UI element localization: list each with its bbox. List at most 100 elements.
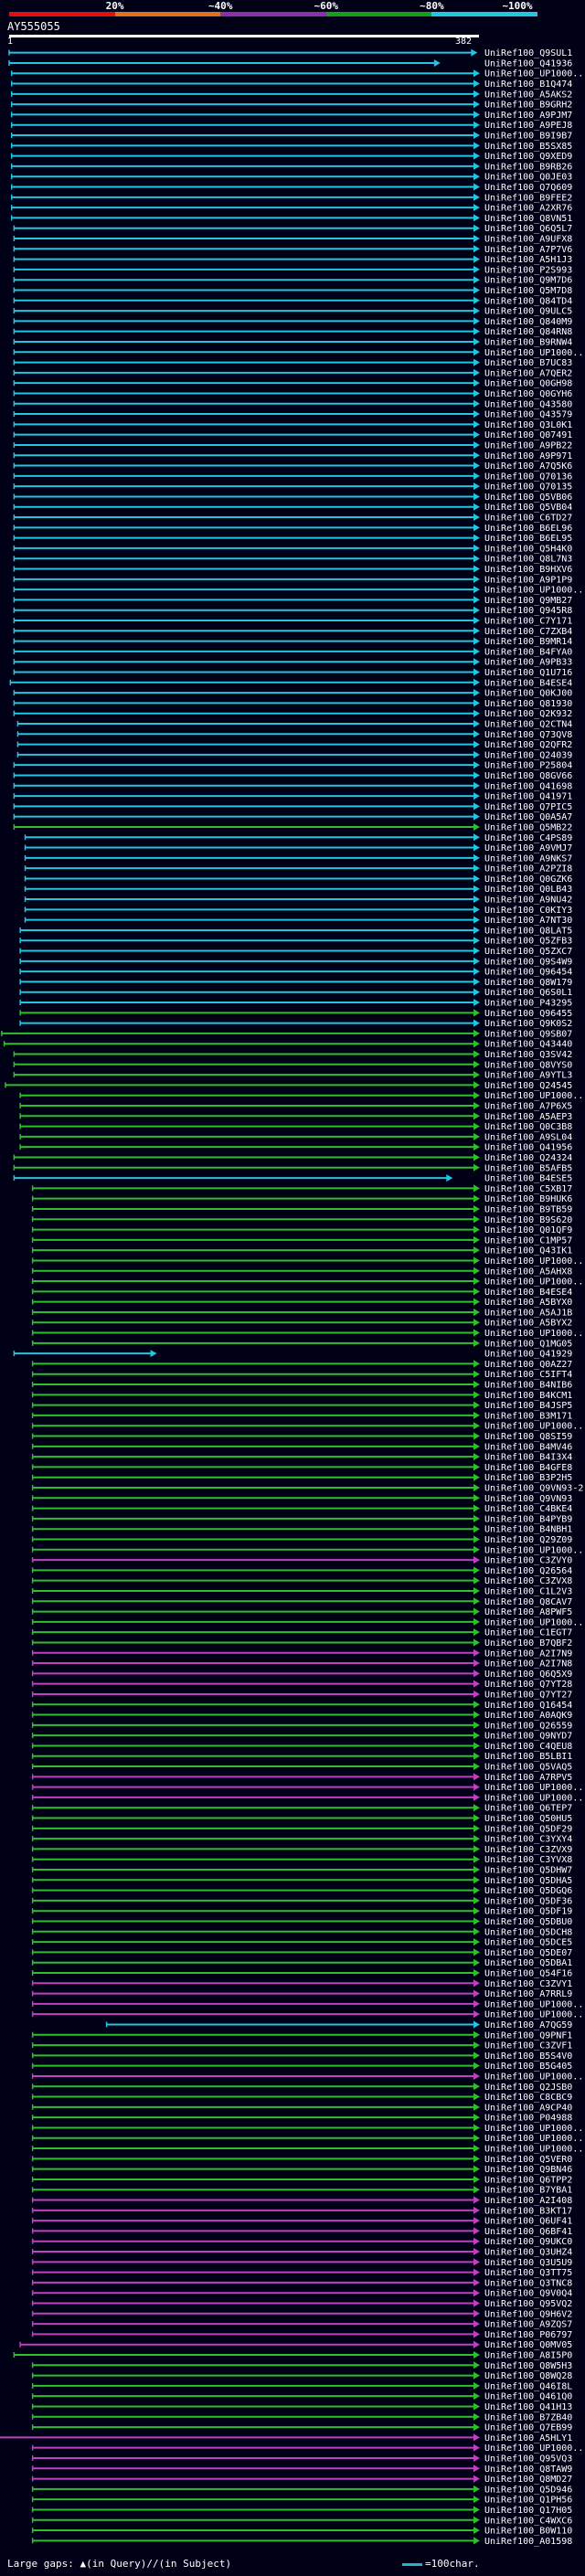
hit-label[interactable]: UniRef100_B1Q474 <box>484 80 572 90</box>
hit-label[interactable]: UniRef100_A7P7V6 <box>484 245 572 255</box>
hit-label[interactable]: UniRef100_A9SL04 <box>484 1132 572 1142</box>
hit-label[interactable]: UniRef100_Q2QFR2 <box>484 740 572 750</box>
hit-label[interactable]: UniRef100_B4GFE8 <box>484 1463 572 1473</box>
hit-label[interactable]: UniRef100_Q41956 <box>484 1143 572 1153</box>
hit-label[interactable]: UniRef100_Q0GZK6 <box>484 875 572 885</box>
hit-label[interactable]: UniRef100_C1L2V3 <box>484 1586 572 1596</box>
hit-label[interactable]: UniRef100_Q26559 <box>484 1721 572 1731</box>
hit-label[interactable]: UniRef100_A9NKS7 <box>484 853 572 864</box>
hit-label[interactable]: UniRef100_A7QER2 <box>484 368 572 378</box>
hit-label[interactable]: UniRef100_Q3TNC8 <box>484 2278 572 2288</box>
hit-label[interactable]: UniRef100_B9RB26 <box>484 162 572 172</box>
hit-label[interactable]: UniRef100_Q95VQ2 <box>484 2299 572 2309</box>
hit-label[interactable]: UniRef100_Q8LAT5 <box>484 926 572 936</box>
hit-label[interactable]: UniRef100_Q6BF41 <box>484 2227 572 2237</box>
hit-label[interactable]: UniRef100_B9HUK6 <box>484 1194 572 1204</box>
hit-label[interactable]: UniRef100_Q5DHW7 <box>484 1866 572 1876</box>
hit-label[interactable]: UniRef100_A5H1J3 <box>484 255 572 265</box>
hit-label[interactable]: UniRef100_B9HXV6 <box>484 565 572 575</box>
hit-label[interactable]: UniRef100_Q9ULC5 <box>484 307 572 317</box>
hit-label[interactable]: UniRef100_Q5H4K0 <box>484 544 572 554</box>
hit-label[interactable]: UniRef100_UP1000... <box>484 586 585 596</box>
hit-label[interactable]: UniRef100_B4PYB9 <box>484 1514 572 1524</box>
hit-label[interactable]: UniRef100_UP1000... <box>484 2010 585 2020</box>
hit-label[interactable]: UniRef100_Q9K0S2 <box>484 1019 572 1029</box>
hit-label[interactable]: UniRef100_B9GRH2 <box>484 101 572 111</box>
hit-label[interactable]: UniRef100_UP1000... <box>484 1793 585 1803</box>
hit-label[interactable]: UniRef100_Q6Q5L7 <box>484 224 572 234</box>
hit-label[interactable]: UniRef100_Q41698 <box>484 781 572 791</box>
hit-label[interactable]: UniRef100_P06797 <box>484 2330 572 2340</box>
hit-label[interactable]: UniRef100_Q95VQ3 <box>484 2454 572 2464</box>
hit-label[interactable]: UniRef100_Q41971 <box>484 792 572 802</box>
hit-label[interactable]: UniRef100_C3ZVY1 <box>484 1979 572 1989</box>
hit-label[interactable]: UniRef100_Q7YT28 <box>484 1680 572 1690</box>
hit-label[interactable]: UniRef100_Q9BN46 <box>484 2165 572 2175</box>
hit-label[interactable]: UniRef100_A9P1P9 <box>484 575 572 585</box>
hit-label[interactable]: UniRef100_Q461Q0 <box>484 2392 572 2402</box>
hit-label[interactable]: UniRef100_UP1000... <box>484 2145 585 2155</box>
hit-label[interactable]: UniRef100_A9PB33 <box>484 658 572 668</box>
hit-label[interactable]: UniRef100_Q5DF19 <box>484 1907 572 1917</box>
hit-label[interactable]: UniRef100_A9PB22 <box>484 440 572 451</box>
hit-label[interactable]: UniRef100_Q41H13 <box>484 2402 572 2412</box>
hit-label[interactable]: UniRef100_B9S620 <box>484 1215 572 1225</box>
hit-label[interactable]: UniRef100_A2I7N8 <box>484 1659 572 1670</box>
hit-label[interactable]: UniRef100_Q8VYS0 <box>484 1060 572 1070</box>
hit-label[interactable]: UniRef100_B3M171 <box>484 1411 572 1421</box>
hit-label[interactable]: UniRef100_B3KT17 <box>484 2206 572 2216</box>
hit-label[interactable]: UniRef100_Q3SV42 <box>484 1050 572 1060</box>
hit-label[interactable]: UniRef100_Q9V0Q4 <box>484 2289 572 2299</box>
hit-label[interactable]: UniRef100_A9PEJ8 <box>484 121 572 131</box>
hit-label[interactable]: UniRef100_Q3L0K1 <box>484 420 572 430</box>
hit-label[interactable]: UniRef100_Q9SB07 <box>484 1029 572 1039</box>
hit-label[interactable]: UniRef100_Q0JE03 <box>484 173 572 183</box>
hit-label[interactable]: UniRef100_UP1000... <box>484 69 585 80</box>
hit-label[interactable]: UniRef100_C4BKE4 <box>484 1504 572 1514</box>
hit-label[interactable]: UniRef100_Q5MB22 <box>484 822 572 832</box>
hit-label[interactable]: UniRef100_C3ZVF1 <box>484 2041 572 2051</box>
hit-label[interactable]: UniRef100_A9PJM7 <box>484 111 572 121</box>
hit-label[interactable]: UniRef100_A2PZI8 <box>484 864 572 875</box>
hit-label[interactable]: UniRef100_B9I9B7 <box>484 132 572 142</box>
hit-label[interactable]: UniRef100_Q54F16 <box>484 1968 572 1978</box>
hit-label[interactable]: UniRef100_Q6TPP2 <box>484 2175 572 2185</box>
hit-label[interactable]: UniRef100_Q9PNF1 <box>484 2030 572 2041</box>
hit-label[interactable]: UniRef100_Q5DF29 <box>484 1824 572 1834</box>
hit-label[interactable]: UniRef100_A5AJ1B <box>484 1308 572 1318</box>
hit-label[interactable]: UniRef100_B9TB59 <box>484 1204 572 1214</box>
hit-label[interactable]: UniRef100_Q5DBA1 <box>484 1958 572 1968</box>
hit-label[interactable]: UniRef100_Q29Z09 <box>484 1535 572 1545</box>
hit-label[interactable]: UniRef100_Q5DCH8 <box>484 1927 572 1937</box>
hit-label[interactable]: UniRef100_Q41936 <box>484 58 572 69</box>
hit-label[interactable]: UniRef100_Q24039 <box>484 750 572 760</box>
hit-label[interactable]: UniRef100_P04988 <box>484 2114 572 2124</box>
hit-label[interactable]: UniRef100_Q2CTN4 <box>484 719 572 729</box>
hit-label[interactable]: UniRef100_Q3U5U9 <box>484 2258 572 2268</box>
hit-label[interactable]: UniRef100_C8CBC9 <box>484 2093 572 2103</box>
hit-label[interactable]: UniRef100_Q5DF36 <box>484 1896 572 1906</box>
hit-label[interactable]: UniRef100_Q9MB27 <box>484 596 572 606</box>
hit-label[interactable]: UniRef100_Q9H6V2 <box>484 2309 572 2319</box>
hit-label[interactable]: UniRef100_Q24545 <box>484 1081 572 1091</box>
hit-label[interactable]: UniRef100_B9FEE2 <box>484 193 572 203</box>
hit-label[interactable]: UniRef100_A7RPV5 <box>484 1773 572 1783</box>
hit-label[interactable]: UniRef100_B6EL96 <box>484 524 572 534</box>
hit-label[interactable]: UniRef100_Q0A5A7 <box>484 812 572 822</box>
hit-label[interactable]: UniRef100_B0W110 <box>484 2527 572 2537</box>
hit-label[interactable]: UniRef100_Q5DCE5 <box>484 1938 572 1948</box>
hit-label[interactable]: UniRef100_Q9XED9 <box>484 152 572 162</box>
hit-label[interactable]: UniRef100_Q9UKC0 <box>484 2237 572 2247</box>
hit-label[interactable]: UniRef100_UP1000... <box>484 2124 585 2134</box>
hit-label[interactable]: UniRef100_C4PS89 <box>484 833 572 843</box>
hit-label[interactable]: UniRef100_Q3UHZ4 <box>484 2248 572 2258</box>
hit-label[interactable]: UniRef100_B9RNW4 <box>484 337 572 347</box>
hit-label[interactable]: UniRef100_Q8W179 <box>484 978 572 988</box>
hit-label[interactable]: UniRef100_A01598 <box>484 2537 572 2547</box>
hit-label[interactable]: UniRef100_C4QEU8 <box>484 1742 572 1752</box>
hit-label[interactable]: UniRef100_Q43579 <box>484 410 572 420</box>
hit-label[interactable]: UniRef100_Q26564 <box>484 1566 572 1576</box>
hit-label[interactable]: UniRef100_A9P971 <box>484 451 572 461</box>
hit-label[interactable]: UniRef100_B3P2H5 <box>484 1473 572 1483</box>
hit-label[interactable]: UniRef100_A2XR76 <box>484 204 572 214</box>
